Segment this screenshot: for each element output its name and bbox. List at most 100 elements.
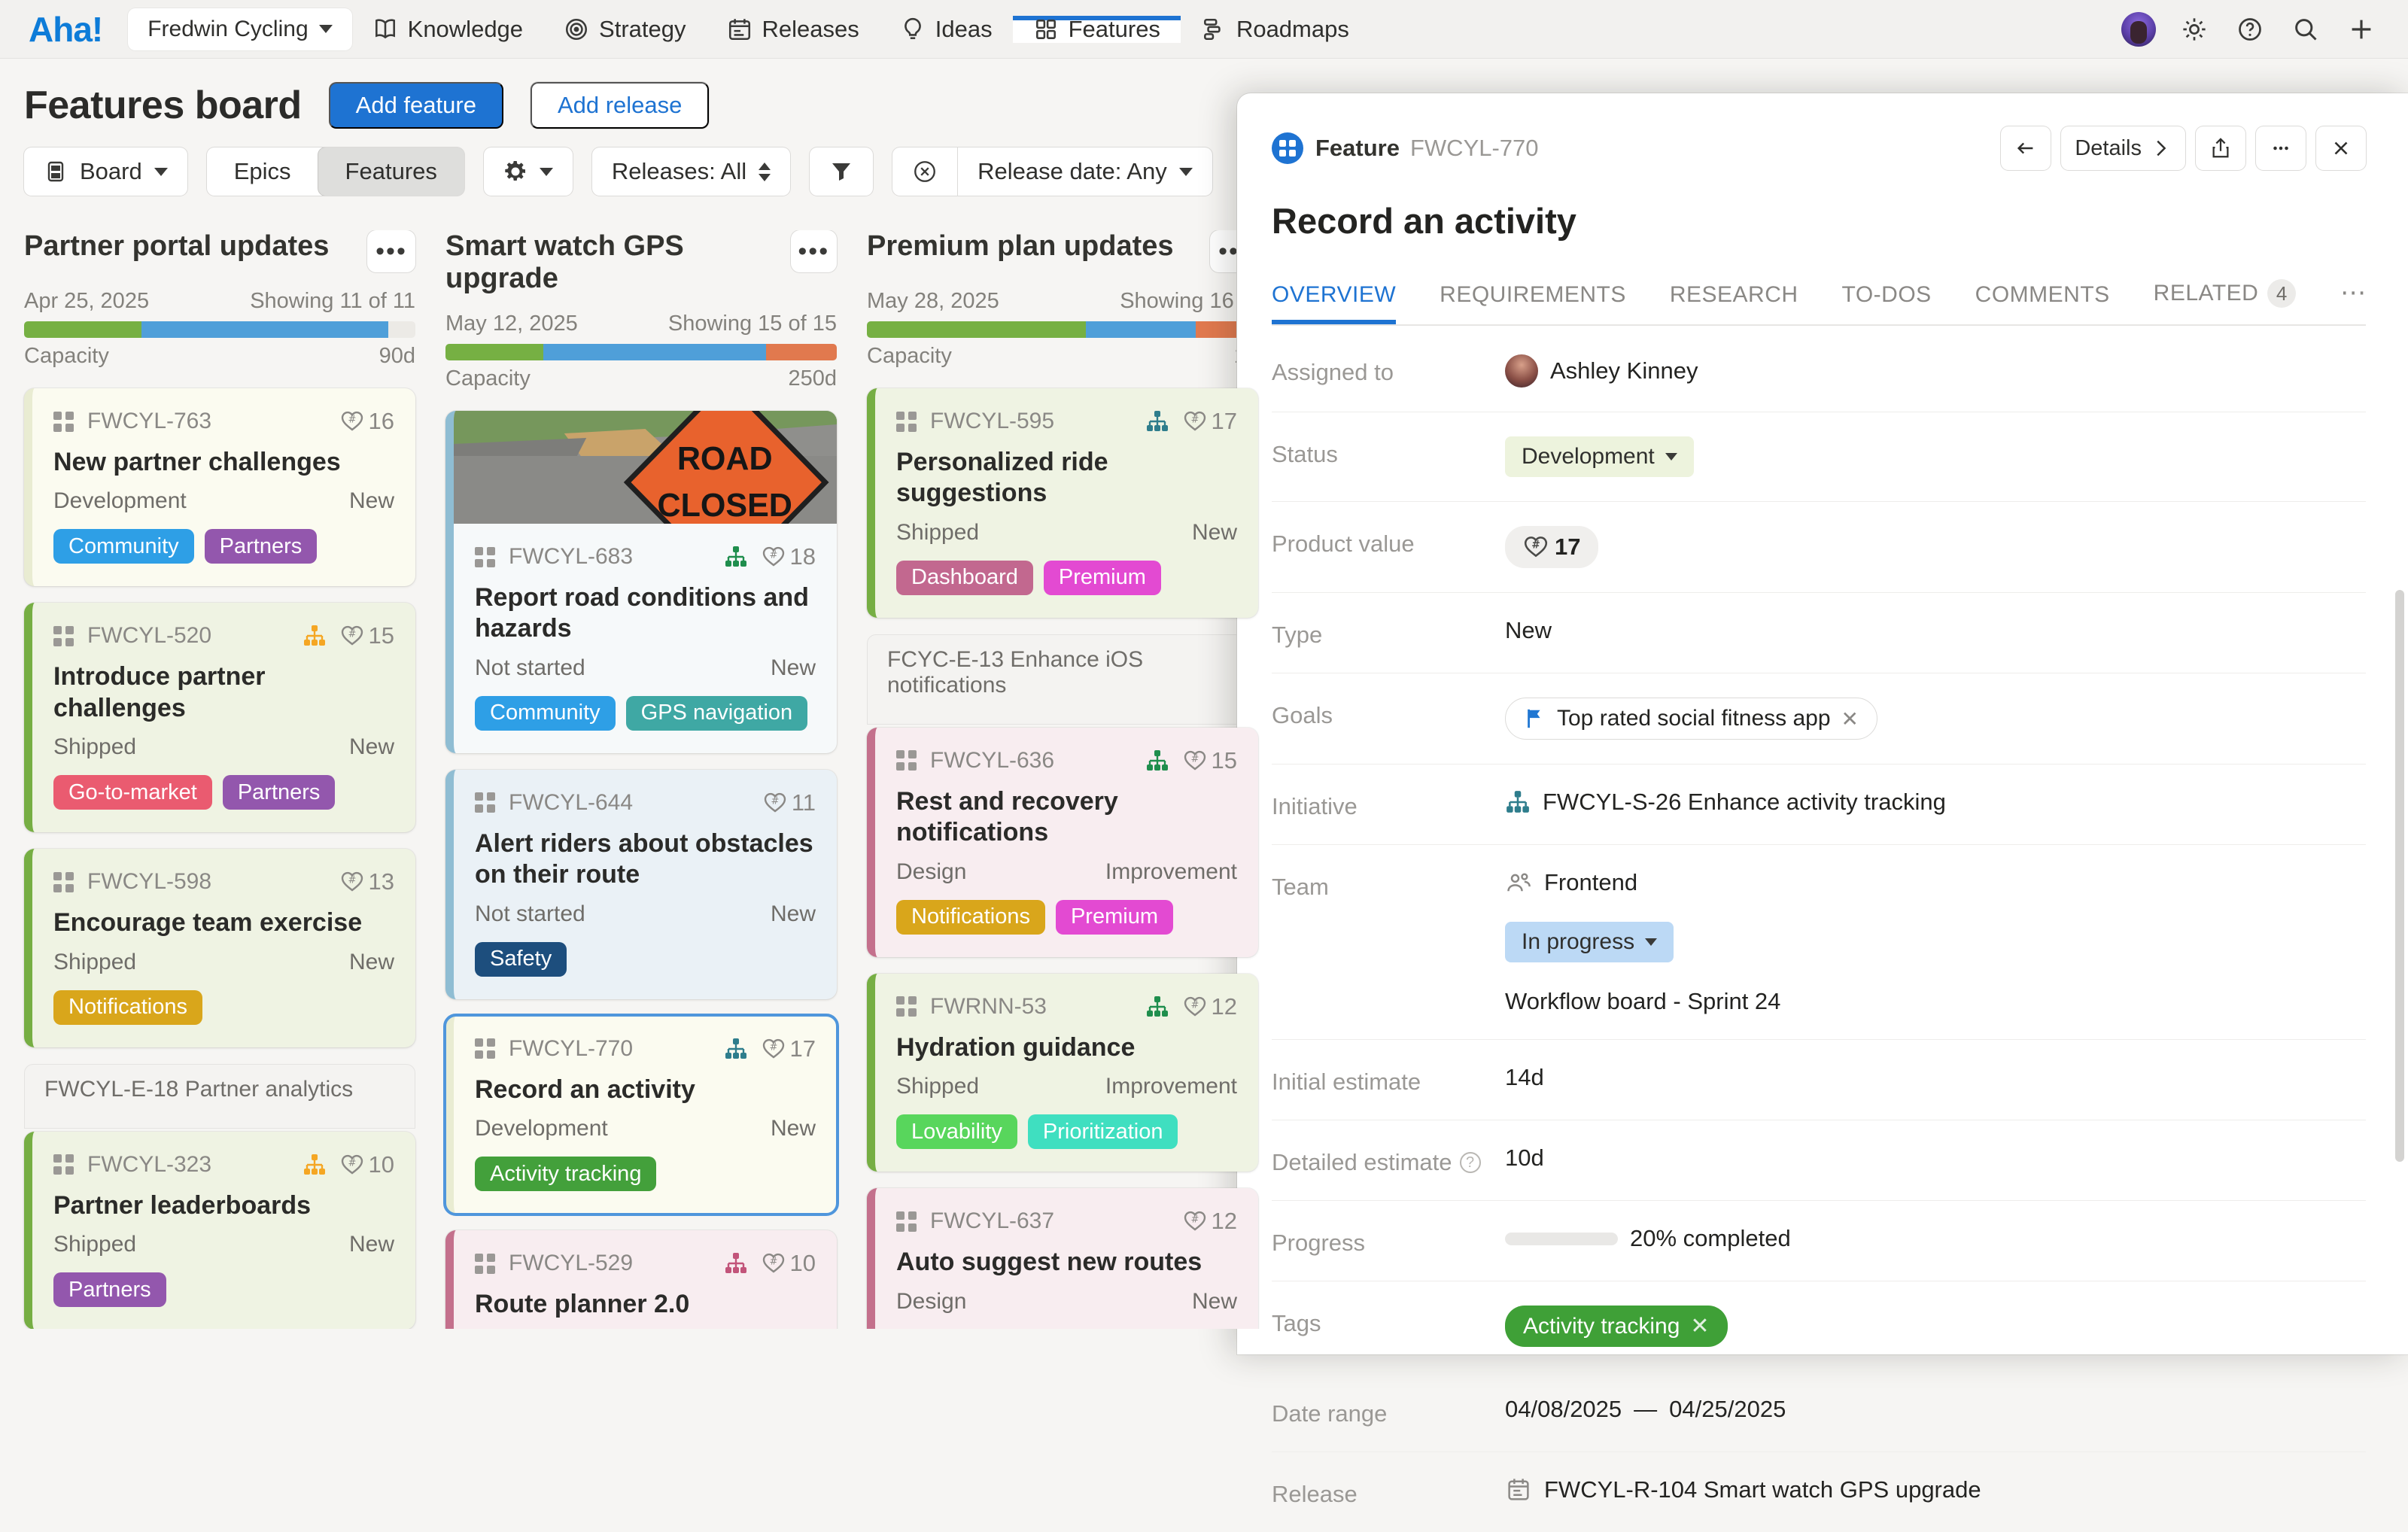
team-status-dropdown[interactable]: In progress [1505, 922, 1674, 962]
remove-tag-icon[interactable]: ✕ [1690, 1314, 1710, 1339]
tag-pill[interactable]: Partners [204, 529, 318, 564]
drag-handle-icon[interactable] [53, 871, 74, 892]
add-feature-button[interactable]: Add feature [328, 82, 503, 129]
share-button[interactable] [2196, 126, 2245, 170]
search-button[interactable] [2282, 5, 2330, 53]
drag-handle-icon[interactable] [53, 625, 74, 646]
details-button[interactable]: Details [2061, 126, 2185, 170]
feature-card[interactable]: FWCYL-323 # 10 Partner leaderboards Shippe… [24, 1131, 415, 1329]
board-settings-dropdown[interactable] [483, 147, 573, 196]
nav-item-ideas[interactable]: Ideas [880, 16, 1013, 43]
tab-todos[interactable]: TO-DOS [1841, 282, 1932, 307]
status-dropdown[interactable]: Development [1505, 436, 1694, 477]
drag-handle-icon[interactable] [475, 1253, 495, 1274]
tag-pill[interactable]: Safety [475, 941, 567, 977]
column-more-button[interactable]: ••• [367, 230, 415, 272]
tabs-overflow-button[interactable]: ⋯ [2340, 278, 2366, 307]
tag-pill[interactable]: Community [475, 695, 616, 731]
feature-card[interactable]: FWRNN-53 # 12 Hydration guidance Shipped Im… [867, 973, 1258, 1172]
feature-card[interactable]: FWCYL-770 # 17 Record an activity Developm… [443, 1013, 839, 1217]
column-more-button[interactable]: ••• [790, 230, 837, 272]
tab-related[interactable]: RELATED 4 [2154, 279, 2297, 324]
feature-card[interactable]: FWCYL-636 # 15 Rest and recovery notifica… [867, 727, 1258, 957]
drag-handle-icon[interactable] [475, 792, 495, 813]
tab-research[interactable]: RESEARCH [1669, 282, 1798, 307]
user-menu[interactable] [2115, 5, 2163, 53]
feature-card[interactable]: FWCYL-598 # 13 Encourage team exercise Shi… [24, 849, 415, 1047]
tag-chip[interactable]: Activity tracking ✕ [1505, 1306, 1728, 1347]
assignee-name[interactable]: Ashley Kinney [1550, 357, 1698, 384]
toggle-features[interactable]: Features [318, 147, 464, 196]
nav-item-strategy[interactable]: Strategy [543, 16, 706, 43]
add-release-button[interactable]: Add release [530, 82, 710, 129]
field-text-value[interactable]: 10d [1505, 1144, 1544, 1171]
drag-handle-icon[interactable] [896, 1211, 917, 1232]
nav-item-releases[interactable]: Releases [707, 16, 880, 43]
feature-card[interactable]: FWCYL-637 # 12 Auto suggest new routes Des… [867, 1188, 1258, 1329]
drag-handle-icon[interactable] [53, 411, 74, 432]
drag-handle-icon[interactable] [896, 996, 917, 1017]
nav-item-roadmaps[interactable]: Roadmaps [1181, 16, 1370, 43]
settings-button[interactable] [2170, 5, 2218, 53]
board-view-dropdown[interactable]: Board [24, 147, 187, 196]
aha-logo[interactable]: Aha! [29, 9, 103, 49]
nav-item-features[interactable]: Features [1012, 15, 1181, 43]
tag-pill[interactable]: Premium [1043, 560, 1161, 595]
tag-pill[interactable]: Partners [53, 1272, 166, 1308]
clear-filter-button[interactable] [892, 147, 957, 196]
add-button[interactable] [2337, 5, 2385, 53]
tag-pill[interactable]: Prioritization [1027, 1114, 1178, 1150]
field-row-detailed-estimate: Detailed estimate? 10d [1272, 1120, 2366, 1201]
tag-pill[interactable]: Activity tracking [475, 1157, 657, 1192]
release-name[interactable]: FWCYL-R-104 Smart watch GPS upgrade [1544, 1476, 1981, 1503]
tag-pill[interactable]: Premium [1055, 899, 1173, 935]
nav-item-knowledge[interactable]: Knowledge [352, 16, 543, 43]
date-from[interactable]: 04/08/2025 [1505, 1396, 1622, 1422]
releases-filter[interactable]: Releases: All [591, 147, 791, 196]
drag-handle-icon[interactable] [896, 750, 917, 771]
panel-scrollbar[interactable] [2395, 590, 2404, 1162]
filter-button[interactable] [810, 147, 874, 196]
tag-pill[interactable]: Notifications [896, 899, 1045, 935]
tab-comments[interactable]: COMMENTS [1975, 282, 2110, 307]
epic-group-header[interactable]: FWCYL-E-18 Partner analytics [24, 1063, 415, 1129]
field-text-value[interactable]: New [1505, 617, 1552, 643]
epic-group-header[interactable]: FCYC-E-13 Enhance iOS notifications [867, 634, 1258, 725]
feature-card[interactable]: FWCYL-763 # 16 New partner challenges Deve… [24, 388, 415, 587]
goal-chip[interactable]: Top rated social fitness app ✕ [1505, 698, 1878, 740]
drag-handle-icon[interactable] [475, 1038, 495, 1059]
drag-handle-icon[interactable] [53, 1154, 74, 1175]
back-button[interactable] [2001, 126, 2051, 170]
drag-handle-icon[interactable] [475, 546, 495, 567]
toggle-epics[interactable]: Epics [233, 158, 291, 184]
tag-pill[interactable]: Go-to-market [53, 775, 212, 810]
feature-card[interactable]: FWCYL-520 # 15 Introduce partner challeng… [24, 603, 415, 833]
feature-card[interactable]: FWCYL-644 # 11 Alert riders about obstacl… [445, 769, 837, 999]
tag-pill[interactable]: Lovability [896, 1114, 1017, 1150]
help-tooltip-icon[interactable]: ? [1459, 1152, 1481, 1173]
field-text-value[interactable]: 14d [1505, 1064, 1544, 1090]
drag-handle-icon[interactable] [896, 411, 917, 432]
tag-pill[interactable]: Notifications [53, 989, 202, 1025]
help-button[interactable] [2226, 5, 2274, 53]
tag-pill[interactable]: Community [53, 529, 194, 564]
close-panel-button[interactable] [2316, 126, 2366, 170]
date-to[interactable]: 04/25/2025 [1669, 1396, 1786, 1422]
tab-overview[interactable]: OVERVIEW [1272, 282, 1396, 324]
remove-goal-icon[interactable]: ✕ [1841, 707, 1859, 731]
product-value-badge[interactable]: # 17 [1505, 526, 1599, 568]
release-date-dropdown[interactable]: Release date: Any [958, 147, 1212, 196]
tag-pill[interactable]: Partners [222, 775, 336, 810]
assignee-avatar [1505, 354, 1538, 388]
workspace-switcher[interactable]: Fredwin Cycling [128, 8, 352, 50]
tag-pill[interactable]: GPS navigation [625, 695, 808, 731]
initiative-name[interactable]: FWCYL-S-26 Enhance activity tracking [1543, 789, 1946, 815]
more-actions-button[interactable] [2256, 126, 2306, 170]
tab-requirements[interactable]: REQUIREMENTS [1440, 282, 1626, 307]
feature-card[interactable]: FWCYL-595 # 17 Personalized ride suggesti… [867, 388, 1258, 618]
team-name[interactable]: Frontend [1544, 869, 1638, 895]
feature-card[interactable]: ROAD CLOSED FWCYL-683 # 18 Report road co… [445, 411, 837, 753]
tag-pill[interactable]: Dashboard [896, 560, 1033, 595]
workflow-board-name[interactable]: Workflow board - Sprint 24 [1505, 988, 1781, 1014]
